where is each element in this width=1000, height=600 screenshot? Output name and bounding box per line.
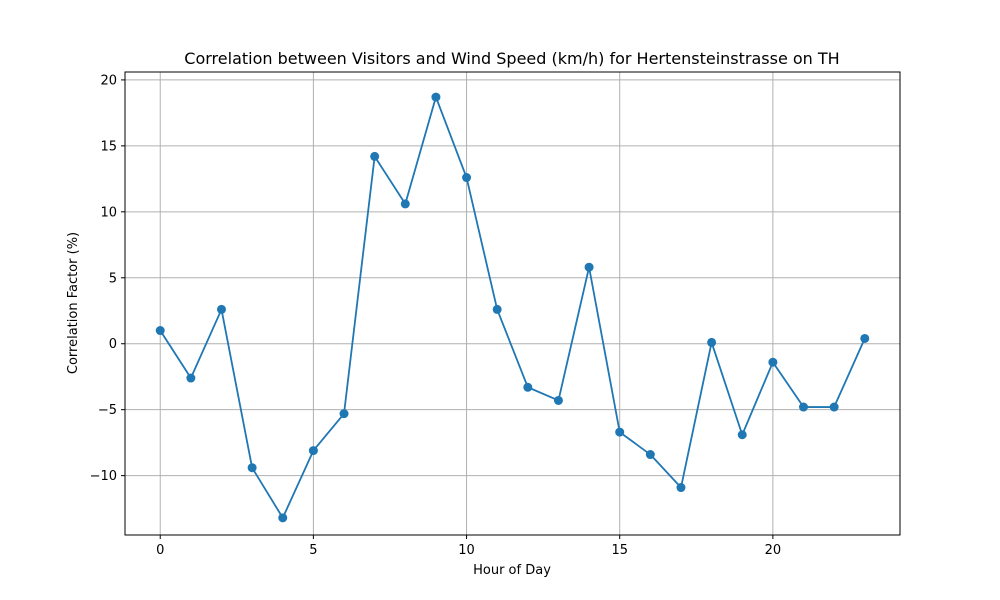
data-point xyxy=(186,373,196,383)
data-point xyxy=(584,262,594,272)
data-point xyxy=(615,427,625,437)
data-point xyxy=(155,326,165,336)
data-point xyxy=(829,402,839,412)
y-axis-ticks: −10 −5 0 5 10 15 20 xyxy=(90,73,125,484)
data-points xyxy=(155,92,870,523)
x-axis-label: Hour of Day xyxy=(473,563,551,578)
data-point xyxy=(768,357,778,367)
data-point xyxy=(799,402,809,412)
data-point xyxy=(523,382,533,392)
data-point xyxy=(431,92,441,102)
x-tick-label: 0 xyxy=(156,543,164,558)
data-point xyxy=(707,337,717,347)
grid xyxy=(125,72,900,535)
y-tick-label: −5 xyxy=(98,403,117,418)
data-point xyxy=(370,151,380,161)
series-line-group xyxy=(159,96,866,519)
x-axis-ticks: 0 5 10 15 20 xyxy=(156,535,781,558)
data-point xyxy=(247,463,257,473)
data-point xyxy=(737,430,747,440)
data-point xyxy=(553,395,563,405)
y-tick-label: 5 xyxy=(109,271,117,286)
data-point xyxy=(308,446,318,456)
data-point xyxy=(278,513,288,523)
data-point xyxy=(676,483,686,493)
x-tick-label: 20 xyxy=(765,543,782,558)
y-tick-label: −10 xyxy=(90,469,117,484)
data-point xyxy=(400,199,410,209)
data-point xyxy=(339,409,349,419)
data-point xyxy=(216,304,226,314)
data-point xyxy=(462,173,472,183)
y-tick-label: 15 xyxy=(100,139,117,154)
x-tick-label: 5 xyxy=(309,543,317,558)
data-point xyxy=(492,304,502,314)
series-line xyxy=(159,96,866,519)
x-tick-label: 15 xyxy=(611,543,628,558)
plot-frame xyxy=(124,71,901,536)
y-axis-label: Correlation Factor (%) xyxy=(66,232,81,374)
data-point xyxy=(645,450,655,460)
y-tick-label: 20 xyxy=(100,73,117,88)
x-tick-label: 10 xyxy=(458,543,475,558)
y-tick-label: 10 xyxy=(100,205,117,220)
chart-title: Correlation between Visitors and Wind Sp… xyxy=(184,49,839,68)
data-point xyxy=(860,333,870,343)
y-tick-label: 0 xyxy=(109,337,117,352)
